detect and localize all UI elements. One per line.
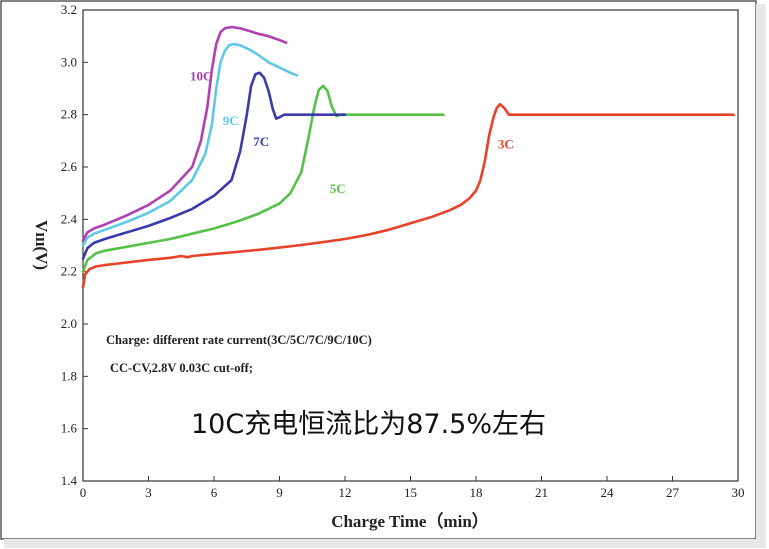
x-tick-label: 9	[276, 485, 283, 500]
y-tick-label: 1.4	[61, 473, 78, 488]
series-label-3c: 3C	[498, 137, 514, 152]
x-axis-title: Charge Time（min）	[331, 511, 489, 531]
x-tick-label: 21	[535, 485, 548, 500]
series-label-7c: 7C	[253, 134, 269, 149]
y-tick-label: 2.6	[61, 159, 78, 174]
bottom-shadow	[4, 539, 766, 548]
axis-ticks: 0 3 6 9 12 15 18 21 24 27 30 1.4 1.6 1.8 2.0 2.2 2.4 2.6 2…	[61, 2, 745, 500]
y-tick-label: 1.6	[61, 421, 78, 436]
series-label-5c: 5C	[330, 181, 346, 196]
y-tick-label: 3.2	[61, 2, 77, 17]
x-tick-label: 27	[666, 485, 680, 500]
series-layer	[81, 25, 735, 289]
series-label-9c: 9C	[223, 113, 239, 128]
series-labels: 10C 9C 7C 5C 3C	[190, 69, 514, 197]
y-tick-label: 2.8	[61, 107, 77, 122]
x-tick-label: 18	[470, 485, 483, 500]
y-tick-label: 3.0	[61, 54, 77, 69]
series-line-9c	[81, 42, 299, 247]
annotation-ratio: 10C充电恒流比为87.5%左右	[191, 409, 546, 440]
x-tick-label: 15	[404, 485, 417, 500]
annotation-charge: Charge: different rate current(3C/5C/7C/…	[106, 333, 372, 347]
x-tick-label: 24	[601, 485, 615, 500]
y-axis-title: Vııı(V)	[32, 220, 51, 270]
series-line-3c	[81, 102, 735, 289]
x-tick-label: 6	[211, 485, 218, 500]
annotation-cutoff: CC-CV,2.8V 0.03C cut-off;	[110, 361, 253, 375]
plot-area	[82, 9, 739, 482]
x-tick-label: 30	[732, 485, 745, 500]
y-tick-label: 1.8	[61, 368, 77, 383]
series-line-10c	[81, 25, 288, 242]
x-tick-label: 3	[145, 485, 152, 500]
x-tick-label: 12	[339, 485, 352, 500]
plot-background	[82, 9, 739, 482]
x-tick-label: 0	[80, 485, 87, 500]
series-line-7c	[81, 71, 347, 260]
series-label-10c: 10C	[190, 69, 212, 84]
y-tick-label: 2.0	[61, 316, 77, 331]
right-shadow	[756, 4, 766, 544]
y-tick-label: 2.4	[61, 211, 78, 226]
y-tick-label: 2.2	[61, 264, 77, 279]
